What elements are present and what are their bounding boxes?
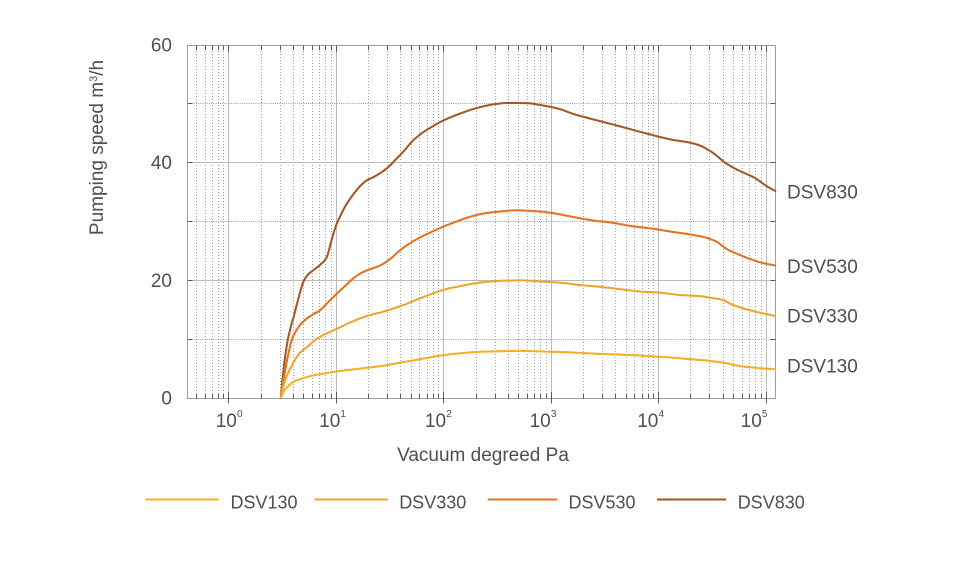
svg-text:DSV830: DSV830 (787, 183, 858, 204)
svg-text:10: 10 (216, 411, 237, 432)
svg-text:DSV530: DSV530 (787, 257, 858, 278)
svg-text:10: 10 (741, 411, 762, 432)
svg-text:20: 20 (151, 271, 172, 292)
svg-text:10: 10 (637, 411, 658, 432)
svg-text:DSV530: DSV530 (569, 493, 636, 513)
svg-text:3: 3 (551, 409, 557, 420)
svg-text:40: 40 (151, 153, 172, 174)
svg-text:0: 0 (161, 389, 172, 410)
svg-text:Pumping speed m3/h: Pumping speed m3/h (87, 60, 108, 235)
svg-text:1: 1 (340, 409, 346, 420)
svg-text:DSV330: DSV330 (787, 306, 858, 327)
svg-text:60: 60 (151, 36, 172, 57)
svg-text:4: 4 (659, 409, 665, 420)
svg-text:5: 5 (762, 409, 768, 420)
svg-text:10: 10 (319, 411, 340, 432)
svg-text:DSV330: DSV330 (399, 493, 466, 513)
svg-text:10: 10 (425, 411, 446, 432)
svg-text:10: 10 (530, 411, 551, 432)
svg-text:DSV130: DSV130 (231, 493, 298, 513)
svg-text:2: 2 (446, 409, 452, 420)
svg-text:DSV130: DSV130 (787, 356, 858, 377)
svg-text:0: 0 (237, 409, 243, 420)
svg-text:DSV830: DSV830 (738, 493, 805, 513)
svg-text:Vacuum degreed Pa: Vacuum degreed Pa (397, 445, 569, 466)
